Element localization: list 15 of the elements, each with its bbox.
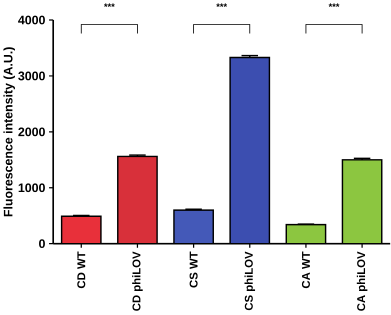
y-axis-title: Fluorescence intensity (A.U.) <box>3 47 15 216</box>
x-tick-label: CS WT <box>190 252 198 288</box>
y-tick-label: 0 <box>39 239 45 248</box>
y-tick-label: 2000 <box>18 128 45 136</box>
text: *** <box>328 4 340 8</box>
y-tick-label: 1000 <box>18 184 45 192</box>
x-tick-label: CS phiLOV <box>244 252 256 310</box>
x-tick-label: CA WT <box>302 252 310 288</box>
x-tick-label: CD phiLOV <box>132 252 143 311</box>
x-tick-label: CD WT <box>77 252 86 288</box>
text: *** <box>216 4 228 8</box>
x-tick-label: CA phiLOV <box>356 252 368 311</box>
y-tick-label: 3000 <box>18 72 45 80</box>
text: *** <box>104 4 115 8</box>
y-tick-label: 4000 <box>18 16 45 25</box>
